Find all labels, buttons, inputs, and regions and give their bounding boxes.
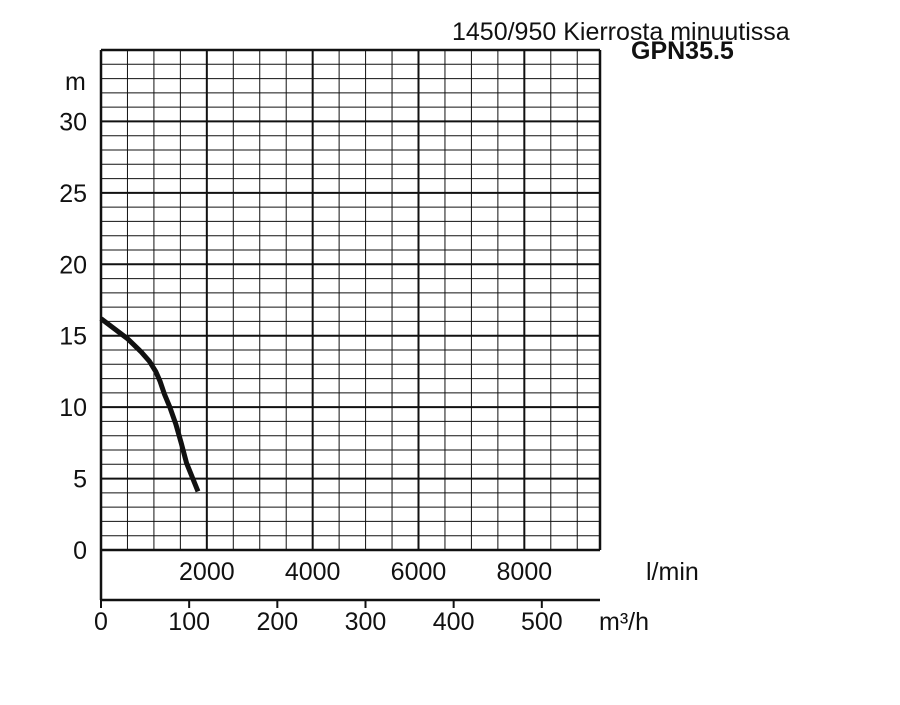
secondary-x-tick-label: 4000 (285, 558, 341, 586)
y-tick-label: 30 (59, 108, 87, 136)
secondary-x-tick-label: 8000 (497, 558, 553, 586)
labels-layer: 1450/950 Kierrosta minuutissa GPN35.5 m … (59, 18, 790, 636)
pump-curve-line (99, 316, 201, 493)
chart-title: 1450/950 Kierrosta minuutissa (452, 18, 790, 46)
y-axis-unit-label: m (65, 68, 86, 96)
chart-subtitle: GPN35.5 (631, 37, 734, 65)
grid-layer (101, 49, 600, 551)
series-layer (99, 316, 201, 493)
x-tick-label: 400 (433, 608, 475, 636)
y-tick-label: 10 (59, 394, 87, 422)
secondary-x-tick-label: 6000 (391, 558, 447, 586)
y-tick-label: 0 (73, 537, 87, 565)
x-axis-unit-label: m³/h (599, 608, 649, 636)
y-tick-label: 5 (73, 466, 87, 494)
x-tick-label: 200 (256, 608, 298, 636)
y-tick-label: 20 (59, 251, 87, 279)
x-tick-label: 100 (168, 608, 210, 636)
y-tick-label: 15 (59, 323, 87, 351)
x-tick-label: 300 (345, 608, 387, 636)
axes-layer (99, 48, 602, 608)
x-tick-label: 0 (94, 608, 108, 636)
secondary-x-tick-label: 2000 (179, 558, 235, 586)
secondary-x-unit-label: l/min (646, 558, 699, 586)
y-tick-label: 25 (59, 180, 87, 208)
x-tick-label: 500 (521, 608, 563, 636)
